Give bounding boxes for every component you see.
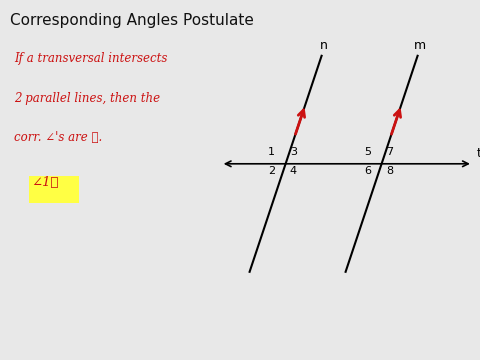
Text: m: m (414, 39, 426, 52)
Text: 5: 5 (364, 147, 371, 157)
FancyBboxPatch shape (29, 176, 79, 203)
Text: n: n (320, 39, 328, 52)
Text: t: t (477, 147, 480, 160)
Text: 6: 6 (364, 166, 371, 176)
Text: 3: 3 (290, 147, 297, 157)
Text: 7: 7 (386, 147, 393, 157)
Text: corr. ∠'s are ≅.: corr. ∠'s are ≅. (14, 131, 103, 144)
Text: 2: 2 (268, 166, 275, 176)
Text: 8: 8 (386, 166, 393, 176)
Text: If a transversal intersects: If a transversal intersects (14, 52, 168, 65)
Text: 1: 1 (268, 147, 275, 157)
Text: 4: 4 (290, 166, 297, 176)
Text: ∠1≅: ∠1≅ (31, 176, 59, 189)
Text: 2 parallel lines, then the: 2 parallel lines, then the (14, 92, 160, 105)
Text: Corresponding Angles Postulate: Corresponding Angles Postulate (10, 13, 253, 28)
